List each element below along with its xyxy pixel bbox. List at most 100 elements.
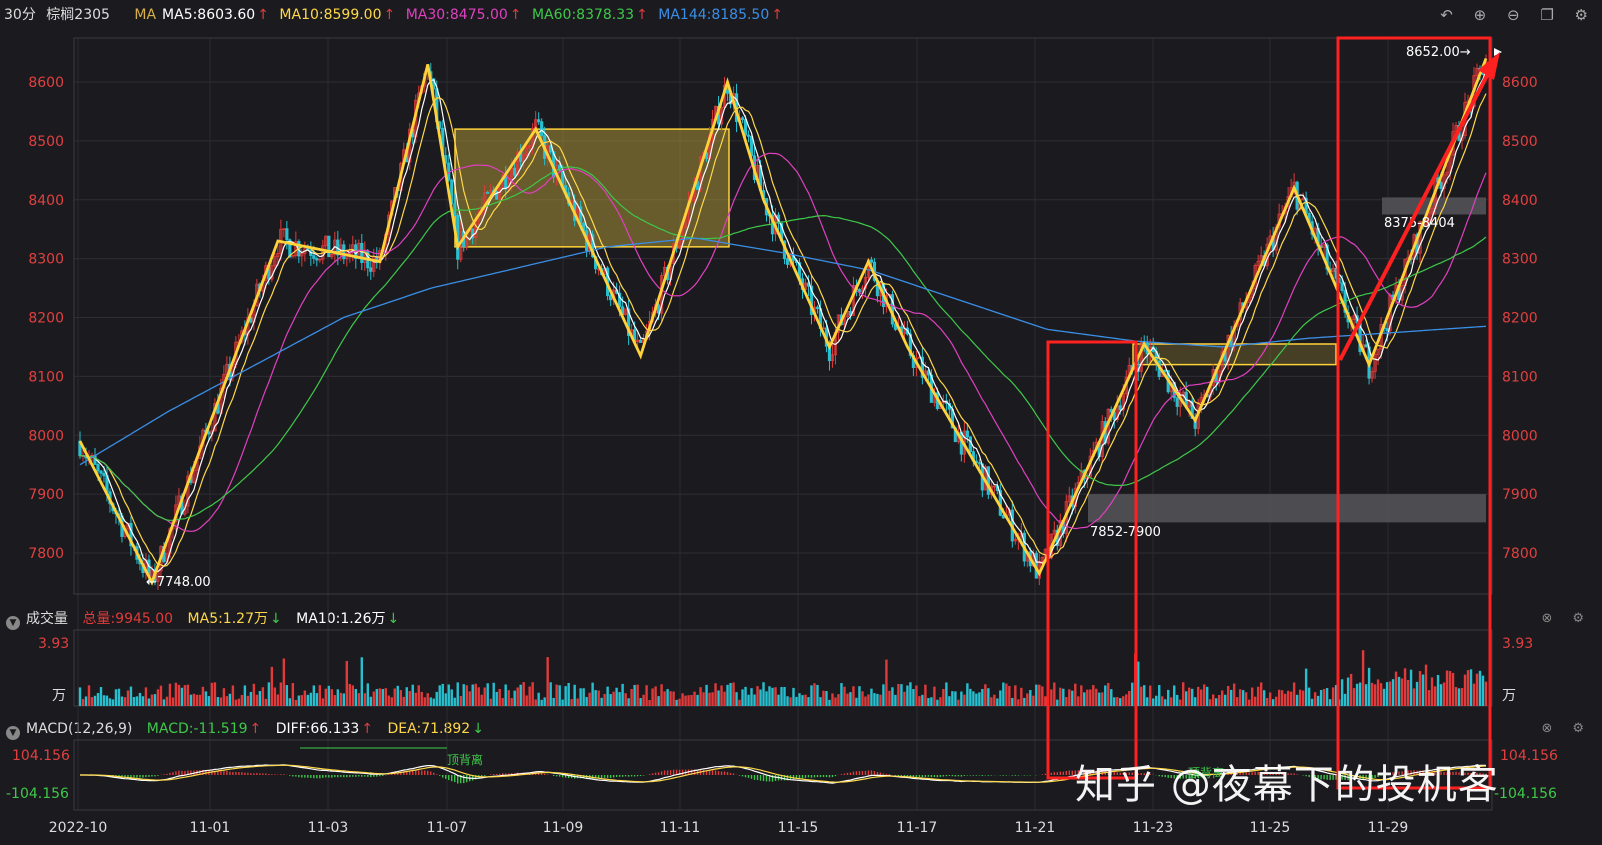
volume-bar	[1439, 684, 1443, 706]
settings-icon[interactable]: ⚙	[1572, 611, 1584, 626]
volume-bar	[318, 685, 322, 706]
volume-tick-right: 3.93	[1502, 636, 1533, 652]
volume-bar	[978, 692, 981, 706]
volume-bar	[909, 682, 912, 706]
undo-icon[interactable]: ↶	[1440, 6, 1453, 24]
candle-body	[471, 228, 475, 239]
annotation-box-right	[1336, 36, 1492, 790]
candle-body	[656, 304, 661, 314]
candle-body	[1121, 393, 1125, 411]
close-icon[interactable]: ⊗	[1541, 721, 1553, 736]
volume-bar	[678, 698, 681, 706]
volume-bar	[246, 695, 250, 706]
volume-bar	[375, 689, 378, 706]
volume-bar	[1116, 697, 1119, 706]
time-tick: 11-25	[1250, 820, 1291, 836]
time-tick: 11-29	[1368, 820, 1409, 836]
candle-body	[324, 235, 328, 247]
zoom-out-icon[interactable]: ⊖	[1506, 6, 1520, 24]
volume-ma10-arrow: ↓	[387, 611, 400, 627]
volume-bar	[225, 696, 229, 706]
volume-bar	[1454, 687, 1458, 706]
candle-body	[498, 187, 502, 200]
settings-icon[interactable]: ⚙	[1574, 6, 1588, 24]
volume-bar	[1283, 693, 1287, 706]
candle-body	[537, 119, 541, 123]
volume-bar	[885, 659, 888, 706]
candle-body	[510, 167, 514, 184]
ma5-arrow: ↑	[257, 7, 269, 23]
candle-body	[636, 339, 640, 343]
interval-label[interactable]: 30分	[4, 7, 36, 23]
volume-bar	[873, 693, 876, 706]
volume-bar	[213, 682, 217, 706]
candle-body	[591, 234, 595, 258]
volume-bar	[1205, 686, 1209, 706]
settings-icon[interactable]: ⚙	[1572, 721, 1584, 736]
zone-low-label: 7852-7900	[1090, 525, 1161, 540]
candle-body	[1373, 354, 1377, 372]
window-icon[interactable]: ❐	[1540, 6, 1554, 24]
volume-bar	[984, 684, 987, 706]
volume-bar	[648, 699, 651, 706]
volume-bar	[492, 682, 495, 706]
volume-bar	[861, 691, 864, 706]
candle-body	[300, 252, 304, 257]
candle-body	[150, 569, 154, 577]
high-price-label: 8652.00→	[1406, 45, 1471, 60]
grid-lines	[73, 37, 1493, 811]
volume-bar	[132, 696, 136, 706]
volume-bar	[1313, 692, 1317, 706]
time-tick: 11-03	[308, 820, 349, 836]
volume-bar	[1355, 683, 1359, 706]
volume-bar	[942, 688, 945, 706]
candle-body	[1352, 315, 1356, 320]
volume-bar	[489, 698, 492, 706]
symbol-label[interactable]: 棕榈2305	[46, 7, 110, 23]
volume-bar	[237, 698, 241, 706]
candle-body	[102, 472, 106, 477]
diff-arrow: ↑	[361, 721, 374, 737]
candle-body	[1118, 405, 1122, 411]
volume-bar	[438, 685, 441, 706]
volume-bar	[1250, 687, 1254, 706]
volume-bar	[312, 685, 316, 706]
volume-bar	[1277, 689, 1281, 706]
volume-bar	[1062, 688, 1065, 706]
volume-bar	[507, 690, 510, 706]
volume-bar	[696, 694, 699, 706]
volume-bar	[963, 694, 966, 706]
candle-body	[1256, 260, 1260, 266]
volume-bar	[387, 695, 390, 706]
volume-bar	[342, 693, 346, 706]
volume-bar	[831, 693, 834, 706]
volume-bar	[1346, 677, 1350, 706]
volume-bar	[1059, 687, 1062, 706]
volume-bar	[1421, 674, 1425, 706]
volume-bar	[363, 693, 366, 706]
volume-bar	[1137, 661, 1140, 706]
candle-body	[1427, 211, 1431, 222]
candle-body	[627, 308, 631, 336]
collapse-volume-icon[interactable]: ▼	[6, 616, 20, 630]
volume-bar	[1457, 688, 1461, 706]
volume-bar	[1424, 664, 1428, 706]
shaded-zones	[1088, 197, 1486, 523]
collapse-macd-icon[interactable]: ▼	[6, 726, 20, 740]
volume-bar	[840, 683, 843, 706]
volume-bar	[1220, 690, 1224, 706]
volume-bar	[768, 686, 771, 706]
candle-body	[486, 192, 490, 194]
volume-bar	[1071, 690, 1074, 706]
volume-bar	[1316, 695, 1320, 706]
volume-bar	[699, 687, 702, 706]
volume-bar	[189, 694, 193, 706]
close-icon[interactable]: ⊗	[1541, 611, 1553, 626]
ma5-line	[79, 69, 1487, 573]
volume-bar	[750, 688, 753, 706]
volume-bar	[1340, 679, 1344, 706]
volume-bar	[135, 696, 139, 706]
zoom-in-icon[interactable]: ⊕	[1473, 6, 1487, 24]
volume-bar	[1292, 682, 1296, 706]
